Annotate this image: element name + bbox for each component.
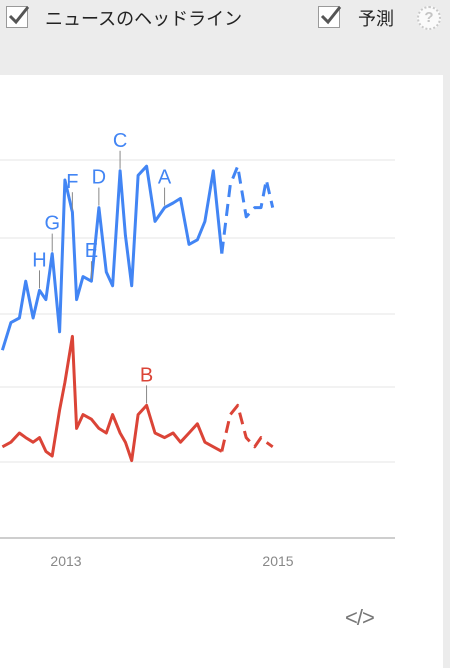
series-0-point-5: [38, 289, 41, 292]
series-0-point-0: [1, 349, 4, 352]
embed-code-icon[interactable]: </>: [345, 605, 375, 630]
series-0-point-15: [105, 271, 108, 274]
series-0-point-28: [203, 220, 206, 223]
series-0-point-11: [75, 298, 78, 301]
series-1-point-4: [32, 441, 35, 444]
series-0-point-25: [179, 197, 182, 200]
series-0-point-21: [145, 165, 148, 168]
series-1-point-35: [260, 436, 263, 439]
series-1-point-27: [196, 422, 199, 425]
series-0-point-3: [24, 280, 27, 283]
series-1-point-26: [187, 432, 190, 435]
series-1-point-33: [245, 436, 248, 439]
series-0-point-8: [58, 330, 61, 333]
series-0-point-27: [196, 238, 199, 241]
x-tick-label-2015: 2015: [262, 553, 293, 569]
series-0-point-23: [163, 206, 166, 209]
series-0-point-4: [32, 317, 35, 320]
series-1-point-8: [58, 409, 61, 412]
forecast-label[interactable]: 予測: [358, 9, 394, 29]
series-1-point-22: [154, 432, 157, 435]
series-1-point-10: [71, 335, 74, 338]
series-1-point-19: [130, 459, 133, 462]
series-0-point-18: [124, 234, 127, 237]
series-0-point-34: [253, 206, 256, 209]
series-1-point-2: [18, 432, 21, 435]
series-0-point-24: [172, 202, 175, 205]
series-0-point-10: [71, 211, 74, 214]
series-1-point-3: [24, 436, 27, 439]
series-0-point-19: [130, 284, 133, 287]
series-1-point-7: [51, 455, 54, 458]
series-1-point-18: [124, 441, 127, 444]
series-1-point-13: [90, 418, 93, 421]
forecast-checkbox[interactable]: [318, 6, 342, 28]
series-1-point-14: [97, 427, 100, 430]
series-1-point-6: [44, 450, 47, 453]
series-1-point-16: [111, 413, 114, 416]
series-0-point-37: [271, 206, 274, 209]
annotation-label-H: H: [32, 249, 46, 271]
help-icon[interactable]: ?: [417, 6, 441, 30]
series-1-point-32: [236, 404, 239, 407]
series-0-point-30: [220, 252, 223, 255]
series-0-point-6: [44, 298, 47, 301]
series-0-point-35: [260, 206, 263, 209]
series-0-point-29: [212, 169, 215, 172]
series-1-point-0: [1, 445, 4, 448]
series-0-point-16: [111, 284, 114, 287]
annotation-label-D: D: [92, 167, 106, 189]
series-1-forecast-line: [220, 403, 274, 452]
series-1-point-25: [179, 441, 182, 444]
series-1-point-11: [75, 427, 78, 430]
series-1-point-29: [212, 445, 215, 448]
series-0-forecast-line: [220, 164, 275, 254]
series-0-point-13: [90, 280, 93, 283]
annotation-label-B: B: [140, 364, 153, 386]
series-1-point-21: [145, 404, 148, 407]
series-0-point-33: [245, 215, 248, 218]
series-1-point-15: [105, 432, 108, 435]
series-0-point-31: [229, 183, 232, 186]
series-1-point-34: [253, 445, 256, 448]
toolbar: ニュースのヘッドライン 予測 ?: [0, 0, 450, 38]
annotation-label-E: E: [85, 240, 98, 262]
series-0-point-14: [97, 206, 100, 209]
series-1-point-12: [81, 413, 84, 416]
series-0-point-7: [51, 252, 54, 255]
x-tick-label-2013: 2013: [50, 553, 81, 569]
series-0-point-12: [81, 275, 84, 278]
annotation-label-F: F: [66, 171, 78, 193]
series-1-point-36: [265, 441, 268, 444]
checkmark-icon: [8, 6, 30, 25]
series-1-line: [1, 334, 223, 463]
news-headlines-checkbox[interactable]: [6, 6, 30, 28]
series-1-point-9: [63, 381, 66, 384]
series-0-point-26: [187, 243, 190, 246]
series-0-point-17: [119, 169, 122, 172]
series-1-point-1: [9, 441, 12, 444]
annotation-label-C: C: [113, 130, 127, 152]
series-1-point-28: [203, 441, 206, 444]
series-0-point-1: [9, 321, 12, 324]
checkmark-icon: [320, 6, 342, 25]
annotation-label-G: G: [44, 213, 60, 235]
series-1-point-24: [172, 432, 175, 435]
series-0-line: [0, 164, 224, 351]
series-0-point-2: [18, 317, 21, 320]
annotation-label-A: A: [158, 167, 172, 189]
series-0-point-36: [265, 179, 268, 182]
series-0-point-20: [137, 174, 140, 177]
series-1-point-37: [271, 445, 274, 448]
series-1-point-5: [38, 436, 41, 439]
series-1-point-17: [119, 432, 122, 435]
series-0-point-22: [154, 220, 157, 223]
series-1-point-30: [220, 450, 223, 453]
news-headlines-label[interactable]: ニュースのヘッドライン: [45, 9, 243, 29]
series-1-point-31: [229, 413, 232, 416]
series-1-point-23: [163, 436, 166, 439]
series-0-point-32: [236, 165, 239, 168]
series-1-point-20: [137, 413, 140, 416]
